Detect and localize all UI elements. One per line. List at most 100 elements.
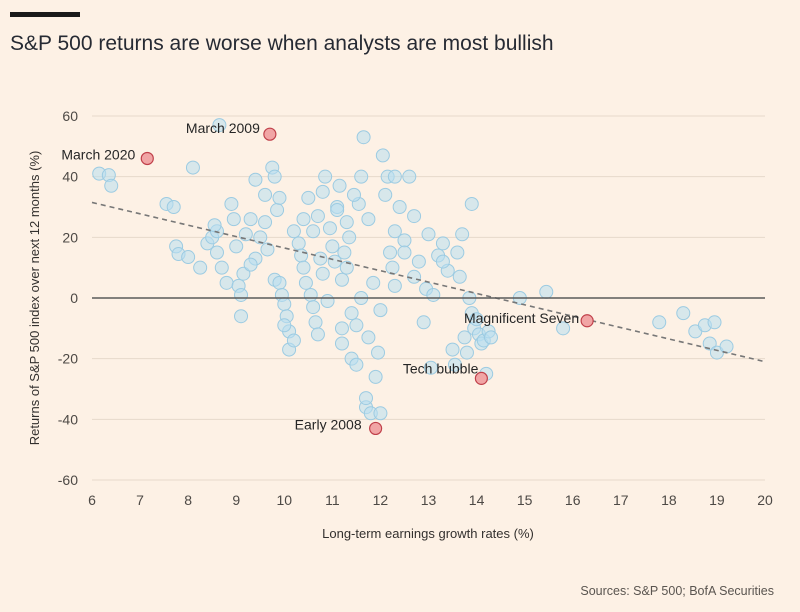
scatter-point — [435, 236, 450, 251]
scatter-point — [421, 227, 436, 242]
scatter-point — [226, 212, 241, 227]
point-annotation: Tech bubble — [403, 360, 479, 376]
scatter-point — [318, 169, 333, 184]
brand-bar — [10, 12, 80, 17]
highlighted-point — [474, 371, 488, 385]
x-tick-labels: 6 7 8 9 10 11 12 13 14 15 16 17 18 19 20 — [88, 492, 773, 508]
scatter-point — [464, 196, 479, 211]
scatter-point — [325, 239, 340, 254]
scatter-point — [334, 336, 349, 351]
scatter-point — [416, 315, 431, 330]
x-tick-label: 18 — [661, 492, 677, 508]
scatter-point — [342, 230, 357, 245]
scatter-point — [339, 215, 354, 230]
x-tick-label: 13 — [421, 492, 437, 508]
scatter-point — [411, 254, 426, 269]
scatter-point — [337, 245, 352, 260]
x-tick-label: 17 — [613, 492, 629, 508]
y-tick-label: 60 — [62, 108, 78, 124]
x-tick-label: 11 — [325, 492, 340, 508]
scatter-point — [361, 212, 376, 227]
scatter-point — [445, 342, 460, 357]
scatter-point — [219, 275, 234, 290]
y-tick-label: 20 — [62, 229, 78, 245]
scatter-point — [238, 227, 253, 242]
scatter-point — [447, 357, 462, 372]
scatter-point — [373, 303, 388, 318]
y-tick-label: -20 — [58, 351, 78, 367]
x-tick-label: 9 — [232, 492, 240, 508]
scatter-point — [258, 187, 273, 202]
scatter-point — [209, 245, 224, 260]
y-tick-label: 40 — [62, 169, 78, 185]
scatter-point — [224, 196, 239, 211]
scatter-point — [339, 260, 354, 275]
scatter-point — [260, 242, 275, 257]
scatter-point — [334, 321, 349, 336]
scatter-point — [378, 187, 393, 202]
scatter-point — [296, 260, 311, 275]
scatter-point — [310, 327, 325, 342]
scatter-point — [277, 318, 292, 333]
x-tick-label: 19 — [709, 492, 725, 508]
scatter-point — [455, 227, 470, 242]
scatter-point — [306, 300, 321, 315]
scatter-point — [267, 169, 282, 184]
y-axis-label: Returns of S&P 500 index over next 12 mo… — [27, 151, 42, 446]
scatter-point — [356, 130, 371, 145]
x-axis-label: Long-term earnings growth rates (%) — [322, 526, 534, 541]
scatter-point — [483, 330, 498, 345]
highlighted-point — [369, 421, 383, 436]
x-tick-label: 20 — [757, 492, 773, 508]
scatter-point — [185, 160, 200, 175]
scatter-point — [385, 260, 400, 275]
scatter-point — [286, 224, 301, 239]
scatter-point — [368, 369, 383, 384]
scatter-point — [330, 203, 345, 218]
scatter-point — [361, 330, 376, 345]
scatter-point — [104, 178, 119, 193]
highlighted-points: March 2020 March 2009 Magnificent Seven Tec… — [61, 120, 594, 436]
scatter-point — [243, 212, 258, 227]
x-tick-label: 8 — [184, 492, 192, 508]
scatter-point — [166, 200, 181, 214]
chart-title: S&P 500 returns are worse when analysts … — [10, 32, 554, 55]
scatter-point — [301, 190, 316, 205]
scatter-point — [298, 275, 313, 290]
scatter-point — [397, 233, 412, 248]
scatter-point — [469, 312, 484, 327]
scatter-point — [243, 257, 258, 272]
scatter-point — [291, 236, 306, 251]
scatter-point — [272, 190, 287, 205]
scatter-point — [320, 294, 335, 309]
scatter-point — [308, 315, 323, 330]
scatter-point — [272, 275, 287, 290]
scatter-point — [296, 212, 311, 227]
scatter-point — [373, 406, 388, 421]
scatter-point — [397, 245, 412, 260]
scatter-point — [310, 209, 325, 224]
scatter-point — [435, 254, 450, 269]
scatter-point — [248, 172, 263, 187]
scatter-point — [315, 184, 330, 199]
scatter-point — [332, 178, 347, 193]
scatter-point — [652, 315, 667, 330]
scatter-point — [193, 260, 208, 275]
scatter-point — [229, 239, 244, 254]
scatter-point — [459, 345, 474, 360]
trend-line — [91, 201, 766, 363]
scatter-point — [383, 245, 398, 260]
scatter-point — [407, 209, 422, 224]
scatter-point — [258, 215, 273, 230]
highlighted-point — [140, 151, 154, 166]
scatter-point — [719, 339, 734, 354]
scatter-point — [707, 315, 722, 330]
x-tick-label: 12 — [373, 492, 389, 508]
scatter-point — [450, 245, 465, 260]
scatter-point — [359, 391, 374, 406]
point-annotation: Magnificent Seven — [464, 310, 579, 326]
x-tick-label: 7 — [136, 492, 144, 508]
scatter-point — [676, 306, 691, 321]
x-tick-label: 16 — [565, 492, 581, 508]
